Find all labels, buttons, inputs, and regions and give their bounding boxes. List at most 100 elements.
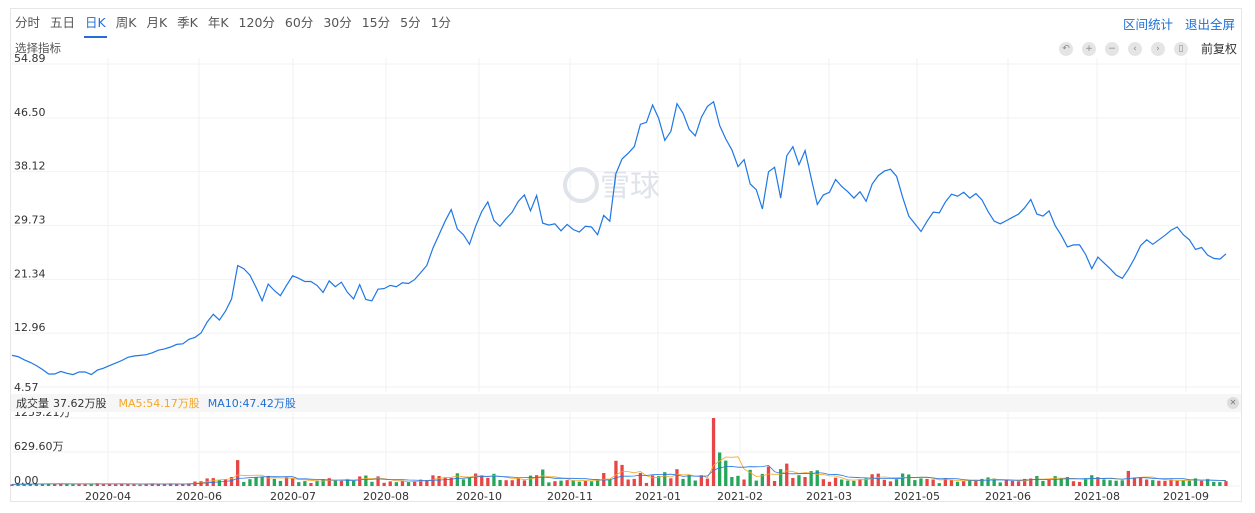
tab-8[interactable]: 60分 — [284, 15, 314, 30]
y-tick-label: 29.73 — [14, 214, 46, 227]
tab-6[interactable]: 年K — [207, 15, 229, 30]
volume-bar — [815, 470, 819, 486]
tab-2[interactable]: 日K — [80, 8, 111, 38]
watermark-logo-icon — [563, 167, 599, 203]
volume-bar — [1041, 480, 1045, 486]
volume-bar — [858, 479, 862, 486]
volume-bar — [949, 480, 954, 486]
volume-bar — [736, 475, 740, 486]
volume-bar — [608, 479, 612, 486]
volume-value: 37.62万股 — [53, 397, 107, 410]
tab-0[interactable]: 分时 — [15, 15, 41, 30]
vol-tick-label: 629.60万 — [14, 440, 64, 453]
volume-bar — [962, 481, 966, 486]
tab-7[interactable]: 120分 — [238, 15, 275, 30]
volume-bar — [571, 480, 575, 486]
volume-bar — [1047, 479, 1051, 486]
volume-bar — [303, 481, 307, 486]
volume-bar — [528, 475, 533, 486]
volume-bar — [242, 482, 246, 486]
tab-11[interactable]: 5分 — [400, 15, 421, 30]
volume-bar — [34, 483, 38, 486]
volume-bar — [168, 483, 173, 486]
zoom-in-icon[interactable]: + — [1081, 41, 1096, 56]
volume-bar — [388, 481, 392, 486]
volume-bar — [1169, 479, 1173, 486]
close-volume-icon[interactable]: ✕ — [1227, 397, 1239, 409]
volume-bar — [632, 478, 636, 486]
volume-bar — [437, 476, 441, 486]
volume-bar — [1084, 478, 1088, 486]
volume-bar — [772, 481, 777, 486]
volume-bar — [309, 483, 313, 486]
tab-5[interactable]: 季K — [177, 15, 198, 30]
volume-bar — [28, 484, 32, 486]
volume-bar — [693, 480, 697, 486]
volume-bar — [705, 478, 710, 486]
select-indicator[interactable]: 选择指标 — [15, 41, 61, 55]
volume-bar — [321, 479, 325, 486]
x-tick-label: 2020-10 — [456, 490, 502, 503]
tab-1[interactable]: 五日 — [50, 15, 76, 30]
zoom-out-icon[interactable]: − — [1104, 41, 1119, 56]
adjust-mode-button[interactable]: 前复权 — [1200, 42, 1237, 56]
volume-bar — [278, 480, 283, 486]
exit-fullscreen-link[interactable]: 退出全屏 — [1184, 16, 1235, 32]
volume-bar — [663, 472, 667, 486]
fullscreen-icon[interactable]: ▯ — [1173, 41, 1188, 56]
volume-bar — [1224, 481, 1228, 486]
volume-bar — [577, 481, 581, 486]
volume-bar — [870, 474, 874, 486]
tab-4[interactable]: 月K — [146, 15, 168, 30]
volume-bar — [144, 483, 148, 486]
range-stats-link[interactable]: 区间统计 — [1122, 16, 1173, 32]
watermark: 雪球 — [600, 169, 660, 204]
volume-bar — [358, 476, 362, 486]
volume-bar — [833, 477, 838, 486]
tab-12[interactable]: 1分 — [430, 15, 452, 30]
tab-9[interactable]: 30分 — [323, 15, 352, 30]
volume-bar — [901, 473, 905, 486]
volume-bar — [248, 479, 252, 486]
volume-bar — [809, 471, 813, 486]
volume-bar — [791, 478, 795, 486]
volume-bar — [1077, 481, 1082, 486]
volume-bar — [376, 476, 380, 486]
undo-icon[interactable]: ↶ — [1058, 41, 1073, 56]
pan-left-icon[interactable]: ‹ — [1127, 41, 1142, 56]
volume-bar — [1193, 478, 1198, 486]
volume-bar — [1175, 480, 1179, 486]
volume-bar — [596, 479, 600, 486]
volume-bar — [101, 484, 106, 486]
volume-bar — [260, 476, 264, 486]
volume-bar — [681, 478, 685, 486]
volume-bar — [535, 475, 539, 486]
volume-bar — [925, 478, 929, 486]
tab-10[interactable]: 15分 — [361, 15, 391, 30]
volume-bar — [1218, 482, 1222, 486]
volume-bar — [730, 477, 734, 486]
volume-bar — [53, 484, 57, 486]
volume-bar — [382, 482, 386, 486]
volume-bar — [553, 481, 557, 486]
volume-bar — [498, 480, 502, 486]
volume-bar — [894, 479, 899, 486]
volume-bar — [547, 482, 551, 486]
pan-right-icon[interactable]: › — [1150, 41, 1165, 56]
x-tick-label: 2021-06 — [985, 490, 1031, 503]
volume-bar — [565, 480, 569, 486]
volume-bar — [425, 480, 429, 486]
tab-3[interactable]: 周K — [115, 15, 137, 30]
volume-bar — [315, 480, 319, 486]
volume-bar — [107, 483, 112, 486]
x-tick-label: 2020-11 — [547, 490, 593, 503]
volume-bar — [486, 477, 490, 486]
volume-bar — [229, 477, 234, 486]
volume-bar — [913, 480, 917, 486]
volume-bar — [1163, 480, 1167, 486]
volume-bar — [882, 479, 886, 486]
ma5-line — [11, 456, 1227, 485]
volume-bar — [766, 466, 771, 486]
volume-bar — [1138, 477, 1143, 486]
